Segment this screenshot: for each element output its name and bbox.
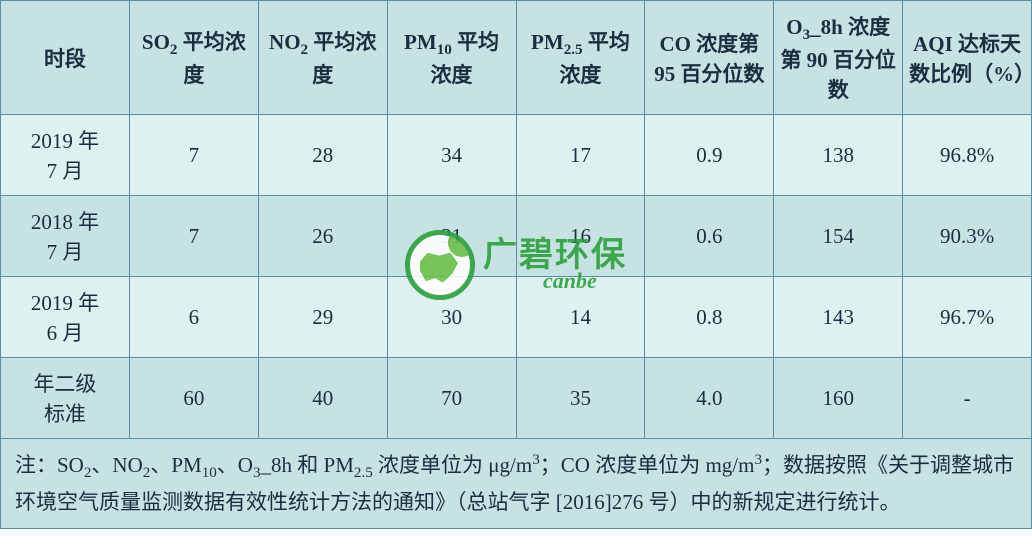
cell-value: 154 [774,196,903,277]
cell-period: 2019 年7 月 [1,115,130,196]
table-row: 2019 年7 月 7 28 34 17 0.9 138 96.8% [1,115,1032,196]
cell-value: 70 [387,358,516,439]
cell-period: 2019 年6 月 [1,277,130,358]
col-co: CO 浓度第 95 百分位数 [645,1,774,115]
cell-value: 29 [258,277,387,358]
cell-value: 0.8 [645,277,774,358]
cell-value: 30 [387,277,516,358]
cell-value: 0.6 [645,196,774,277]
cell-value: 26 [258,196,387,277]
cell-value: 96.8% [903,115,1032,196]
col-pm10: PM10 平均浓度 [387,1,516,115]
cell-value: 7 [129,196,258,277]
footnote-text: 注：SO2、NO2、PM10、O3_8h 和 PM2.5 浓度单位为 μg/m3… [1,439,1032,529]
cell-value: 0.9 [645,115,774,196]
table-body: 2019 年7 月 7 28 34 17 0.9 138 96.8% 2018 … [1,115,1032,439]
cell-period: 年二级标准 [1,358,130,439]
footnote-row: 注：SO2、NO2、PM10、O3_8h 和 PM2.5 浓度单位为 μg/m3… [1,439,1032,529]
cell-value: 34 [387,115,516,196]
cell-value: 6 [129,277,258,358]
cell-value: 17 [516,115,645,196]
cell-value: 31 [387,196,516,277]
col-no2: NO2 平均浓度 [258,1,387,115]
header-row: 时段 SO2 平均浓度 NO2 平均浓度 PM10 平均浓度 PM2.5 平均浓… [1,1,1032,115]
cell-value: - [903,358,1032,439]
cell-value: 40 [258,358,387,439]
cell-value: 138 [774,115,903,196]
cell-value: 60 [129,358,258,439]
table-row: 2019 年6 月 6 29 30 14 0.8 143 96.7% [1,277,1032,358]
cell-value: 4.0 [645,358,774,439]
cell-value: 35 [516,358,645,439]
cell-value: 96.7% [903,277,1032,358]
table-row: 年二级标准 60 40 70 35 4.0 160 - [1,358,1032,439]
col-so2: SO2 平均浓度 [129,1,258,115]
cell-value: 143 [774,277,903,358]
cell-value: 160 [774,358,903,439]
cell-value: 16 [516,196,645,277]
col-aqi: AQI 达标天数比例（%） [903,1,1032,115]
table-container: 时段 SO2 平均浓度 NO2 平均浓度 PM10 平均浓度 PM2.5 平均浓… [0,0,1032,529]
table-row: 2018 年7 月 7 26 31 16 0.6 154 90.3% [1,196,1032,277]
cell-value: 90.3% [903,196,1032,277]
cell-value: 14 [516,277,645,358]
col-period: 时段 [1,1,130,115]
air-quality-table: 时段 SO2 平均浓度 NO2 平均浓度 PM10 平均浓度 PM2.5 平均浓… [0,0,1032,529]
cell-period: 2018 年7 月 [1,196,130,277]
col-o3: O3_8h 浓度第 90 百分位数 [774,1,903,115]
cell-value: 7 [129,115,258,196]
col-pm25: PM2.5 平均浓度 [516,1,645,115]
cell-value: 28 [258,115,387,196]
